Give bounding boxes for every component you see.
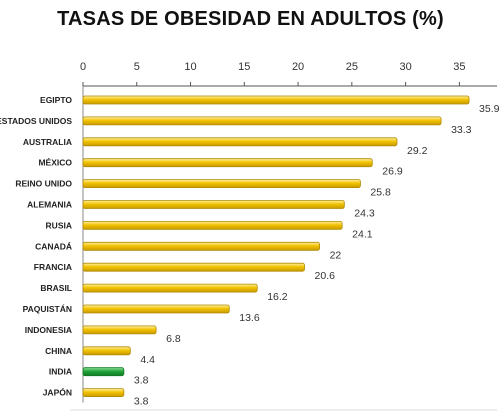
bar-australia bbox=[82, 137, 398, 147]
value-label: 3.8 bbox=[134, 375, 149, 387]
bar-reino-unido bbox=[82, 179, 361, 189]
category-label: CANADÁ bbox=[35, 241, 72, 251]
bar-méxico bbox=[82, 158, 373, 168]
bar-rusia bbox=[82, 220, 343, 230]
x-tick-label: 35 bbox=[453, 61, 465, 73]
value-label: 35.9 bbox=[479, 103, 500, 115]
x-tick-label: 30 bbox=[399, 61, 411, 73]
chart-title: TASAS DE OBESIDAD EN ADULTOS (%) bbox=[57, 8, 444, 30]
value-label: 20.6 bbox=[315, 270, 336, 282]
category-label: BRASIL bbox=[40, 283, 72, 293]
category-label: JAPÓN bbox=[43, 387, 72, 398]
value-label: 3.8 bbox=[134, 396, 149, 408]
category-label: INDONESIA bbox=[25, 325, 72, 335]
category-label: PAQUISTÁN bbox=[23, 304, 72, 314]
bar-canadá bbox=[82, 241, 320, 251]
x-tick-label: 20 bbox=[292, 61, 304, 73]
value-label: 33.3 bbox=[451, 124, 472, 136]
value-label: 24.3 bbox=[354, 208, 375, 220]
bar-francia bbox=[82, 262, 305, 272]
bar-egipto bbox=[82, 95, 470, 105]
category-label: ESTADOS UNIDOS bbox=[0, 116, 72, 126]
x-tick-label: 0 bbox=[80, 61, 86, 73]
category-label: RUSIA bbox=[46, 220, 72, 230]
category-label: EGIPTO bbox=[40, 95, 72, 105]
value-label: 4.4 bbox=[140, 354, 155, 366]
category-label: FRANCIA bbox=[34, 262, 72, 272]
value-label: 24.1 bbox=[352, 228, 373, 240]
bar-china bbox=[82, 346, 131, 356]
bar-alemania bbox=[82, 200, 345, 209]
value-label: 25.8 bbox=[370, 187, 391, 199]
category-label: CHINA bbox=[45, 346, 72, 356]
category-label: INDIA bbox=[49, 367, 72, 377]
value-label: 22 bbox=[330, 249, 342, 261]
value-label: 26.9 bbox=[382, 166, 403, 178]
x-tick-label: 15 bbox=[238, 61, 250, 73]
value-label: 29.2 bbox=[407, 145, 428, 157]
value-label: 13.6 bbox=[239, 312, 260, 324]
bar-japón bbox=[82, 388, 125, 398]
bar-brasil bbox=[82, 283, 258, 293]
bar-india bbox=[82, 367, 125, 377]
category-label: REINO UNIDO bbox=[15, 179, 72, 189]
bar-estados-unidos bbox=[82, 116, 442, 126]
x-tick-label: 10 bbox=[184, 61, 196, 73]
category-label: MÉXICO bbox=[38, 158, 72, 168]
value-label: 16.2 bbox=[267, 291, 288, 303]
category-label: ALEMANIA bbox=[27, 200, 72, 210]
bar-indonesia bbox=[82, 325, 157, 335]
bar-paquistán bbox=[82, 304, 230, 314]
category-label: AUSTRALIA bbox=[23, 137, 72, 147]
x-tick-label: 25 bbox=[346, 61, 358, 73]
x-tick-label: 5 bbox=[134, 61, 140, 73]
value-label: 6.8 bbox=[166, 333, 181, 345]
